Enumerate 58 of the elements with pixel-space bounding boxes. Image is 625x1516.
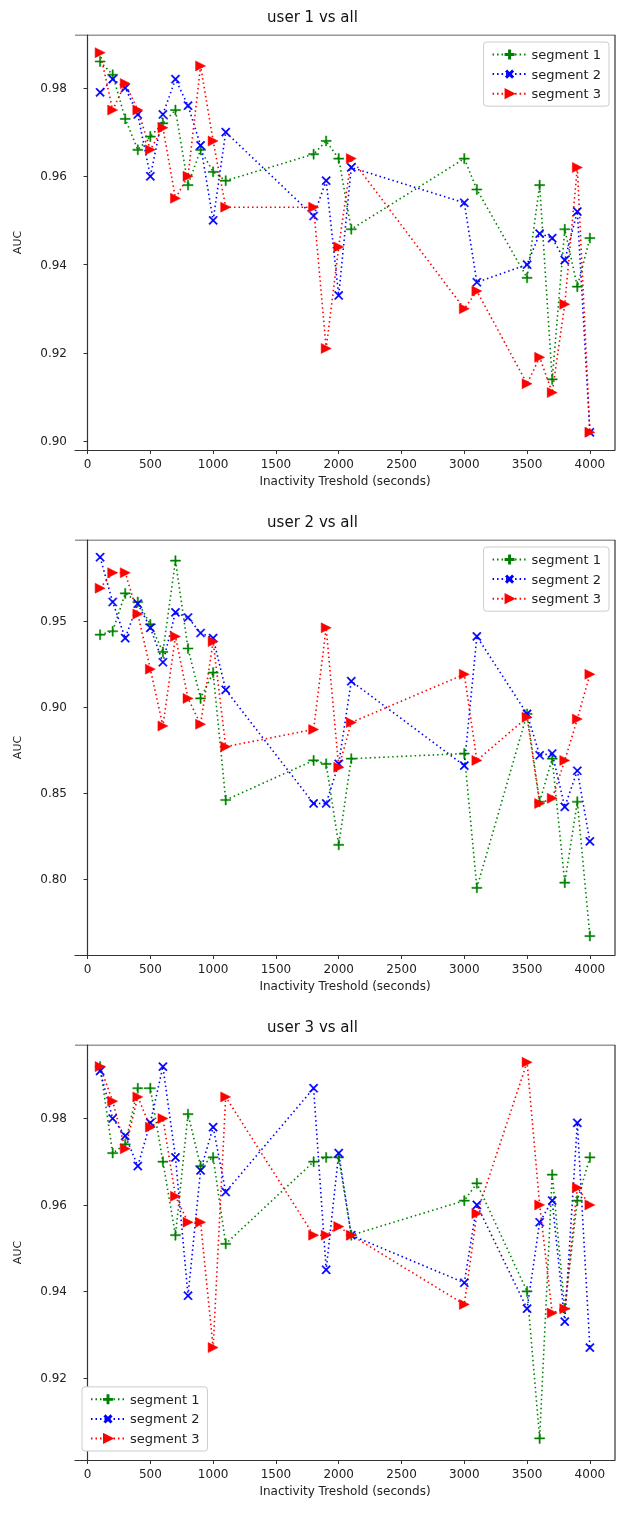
x-tick-label: 500 [138, 457, 162, 471]
x-tick-label: 3500 [511, 962, 543, 976]
y-axis-title: AUC [11, 1240, 24, 1265]
legend-label: segment 1 [130, 1391, 200, 1407]
y-tick-label: 0.90 [40, 700, 67, 715]
x-tick-label: 0 [83, 1467, 92, 1481]
x-tick-label: 1500 [260, 962, 292, 976]
x-tick-label: 1000 [197, 457, 229, 471]
y-tick-label: 0.95 [40, 613, 67, 628]
y-tick-label: 0.80 [40, 872, 67, 887]
legend-label: segment 1 [531, 552, 602, 567]
x-tick-label: 1000 [197, 1467, 229, 1481]
x-tick-label: 0 [83, 962, 92, 976]
x-tick-label: 4000 [574, 457, 606, 471]
y-tick-label: 0.96 [40, 1197, 67, 1212]
y-axis-title: AUC [11, 735, 24, 760]
x-tick-label: 2000 [323, 457, 354, 471]
x-tick-label: 3000 [449, 1467, 480, 1481]
x-tick-label: 2500 [386, 1467, 417, 1481]
legend-label: segment 1 [531, 47, 602, 62]
legend-label: segment 2 [531, 571, 602, 587]
y-tick-label: 0.98 [40, 1111, 67, 1126]
legend-label: segment 2 [130, 1411, 200, 1427]
x-tick-label: 3000 [449, 962, 480, 976]
x-tick-label: 2000 [323, 962, 354, 976]
x-tick-label: 1500 [260, 457, 292, 471]
legend-label: segment 3 [130, 1431, 200, 1446]
x-tick-label: 1000 [197, 962, 229, 976]
x-tick-label: 3500 [511, 1467, 543, 1481]
x-tick-label: 500 [138, 1467, 162, 1481]
x-tick-label: 3000 [449, 457, 480, 471]
legend-label: segment 2 [531, 66, 602, 82]
x-tick-label: 1500 [260, 1467, 292, 1481]
chart-title: user 2 vs all [267, 512, 358, 531]
y-tick-label: 0.90 [40, 434, 67, 449]
y-tick-label: 0.94 [40, 1284, 67, 1299]
x-tick-label: 500 [138, 962, 162, 976]
x-tick-label: 4000 [574, 962, 606, 976]
y-tick-label: 0.96 [40, 169, 67, 184]
x-axis-title: Inactivity Treshold (seconds) [259, 1483, 431, 1498]
x-tick-label: 0 [83, 457, 92, 471]
legend-label: segment 3 [531, 86, 602, 102]
y-tick-label: 0.94 [40, 257, 67, 272]
x-tick-label: 2000 [323, 1467, 354, 1481]
y-tick-label: 0.85 [40, 786, 67, 801]
y-tick-label: 0.98 [40, 80, 67, 95]
y-tick-label: 0.92 [40, 1370, 67, 1385]
x-tick-label: 3500 [511, 457, 543, 471]
x-tick-label: 2500 [386, 962, 417, 976]
y-tick-label: 0.92 [40, 345, 67, 360]
x-axis-title: Inactivity Treshold (seconds) [259, 978, 431, 993]
chart-title: user 1 vs all [267, 7, 358, 26]
x-axis-title: Inactivity Treshold (seconds) [259, 473, 431, 488]
y-axis-title: AUC [11, 230, 24, 255]
chart-title: user 3 vs all [267, 1017, 358, 1036]
legend-label: segment 3 [531, 591, 602, 607]
x-tick-label: 4000 [574, 1467, 606, 1481]
x-tick-label: 2500 [386, 457, 417, 471]
